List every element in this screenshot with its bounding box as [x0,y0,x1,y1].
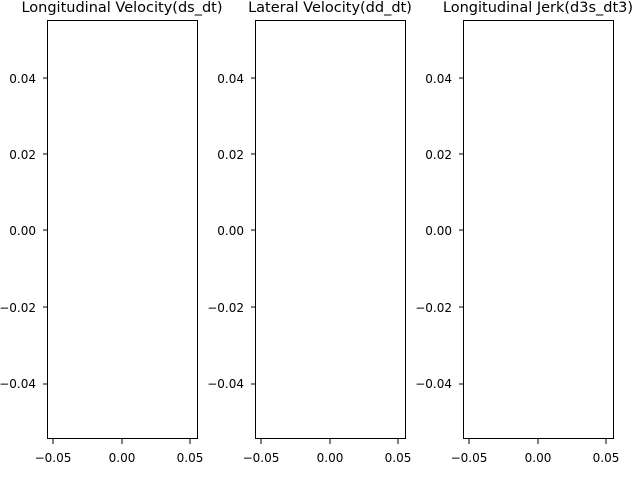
subplot-2: Lateral Velocity(dd_dt) −0.05 0.00 0.05 … [207,0,412,465]
x-tick-label: 0.00 [317,451,344,465]
subplot-2-y-tick-labels: −0.04 −0.02 0.00 0.02 0.04 [207,72,244,391]
y-tick-label: −0.02 [0,301,36,315]
x-tick-label: 0.05 [177,451,204,465]
y-tick-label: 0.04 [217,72,244,86]
y-tick-label: 0.00 [425,224,452,238]
y-tick-label: 0.00 [9,224,36,238]
x-tick-label: −0.05 [243,451,280,465]
x-tick-label: −0.05 [451,451,488,465]
x-tick-label: 0.05 [593,451,620,465]
subplot-1-tick-marks [43,77,191,444]
subplot-2-x-tick-labels: −0.05 0.00 0.05 [243,451,412,465]
y-tick-label: 0.02 [425,148,452,162]
subplot-1-title: Longitudinal Velocity(ds_dt) [21,0,222,16]
x-tick-label: −0.05 [35,451,72,465]
subplot-3: Longitudinal Jerk(d3s_dt3) −0.05 0.00 0.… [415,0,633,465]
subplot-1: Longitudinal Velocity(ds_dt) −0.05 0.00 … [0,0,223,465]
subplot-3-y-tick-labels: −0.04 −0.02 0.00 0.02 0.04 [415,72,452,391]
y-tick-label: 0.00 [217,224,244,238]
subplot-3-axes-frame [463,20,614,439]
y-tick-label: 0.02 [217,148,244,162]
y-tick-label: −0.02 [207,301,244,315]
x-tick-label: 0.00 [109,451,136,465]
y-tick-label: −0.04 [207,377,244,391]
subplot-2-axes-frame [255,20,406,439]
subplot-3-x-tick-labels: −0.05 0.00 0.05 [451,451,620,465]
y-tick-label: 0.04 [425,72,452,86]
subplot-3-title: Longitudinal Jerk(d3s_dt3) [443,0,633,16]
subplot-1-axes-frame [47,20,198,439]
y-tick-label: 0.02 [9,148,36,162]
subplot-2-tick-marks [251,77,399,444]
subplot-1-x-tick-labels: −0.05 0.00 0.05 [35,451,204,465]
x-tick-label: 0.05 [385,451,412,465]
subplot-3-tick-marks [459,77,607,444]
x-tick-label: 0.00 [525,451,552,465]
subplot-1-y-tick-labels: −0.04 −0.02 0.00 0.02 0.04 [0,72,36,391]
y-tick-label: 0.04 [9,72,36,86]
y-tick-label: −0.04 [415,377,452,391]
y-tick-label: −0.04 [0,377,36,391]
subplot-2-title: Lateral Velocity(dd_dt) [248,0,412,16]
y-tick-label: −0.02 [415,301,452,315]
